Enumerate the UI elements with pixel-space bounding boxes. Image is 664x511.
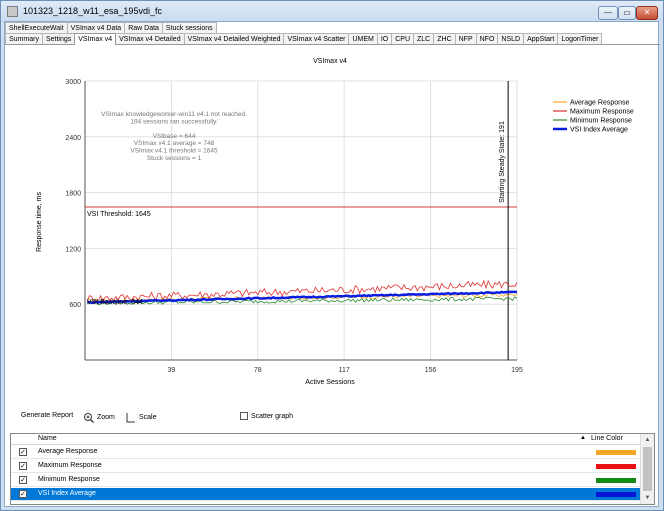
column-line-color[interactable]: Line Color xyxy=(591,435,623,442)
y-tick-label: 600 xyxy=(69,302,81,309)
scroll-thumb[interactable] xyxy=(643,447,652,491)
scroll-down-icon[interactable]: ▼ xyxy=(644,495,651,501)
y-tick-label: 2400 xyxy=(65,135,81,142)
y-tick-label: 3000 xyxy=(65,79,81,86)
series-row-minimum-response[interactable]: ✓ Minimum Response xyxy=(11,474,640,487)
tab-stuck-sessions[interactable]: Stuck sessions xyxy=(161,22,217,33)
legend-item: Minimum Response xyxy=(570,118,632,125)
x-tick-label: 156 xyxy=(425,367,437,374)
summary-text: Stuck sessions = 1 xyxy=(147,155,202,162)
scatter-graph-checkbox[interactable] xyxy=(240,412,248,420)
series-line-minimum-response xyxy=(86,296,518,306)
series-visible-checkbox[interactable]: ✓ xyxy=(19,490,27,498)
scatter-graph-label: Scatter graph xyxy=(251,412,294,420)
legend-item: Average Response xyxy=(570,100,630,107)
series-visible-checkbox[interactable]: ✓ xyxy=(19,462,27,470)
generate-report-button[interactable]: Generate Report xyxy=(21,412,73,419)
line-color-swatch[interactable] xyxy=(596,464,636,469)
x-tick-label: 39 xyxy=(168,367,176,374)
line-color-swatch[interactable] xyxy=(596,492,636,497)
x-tick-label: 195 xyxy=(511,367,523,374)
summary-text: 194 sessions ran successfully. xyxy=(130,118,218,125)
title-bar: 101323_1218_w11_esa_195vdi_fc — ▭ ✕ xyxy=(1,1,663,22)
series-line-vsi-index-average xyxy=(87,290,518,304)
y-tick-label: 1200 xyxy=(65,246,81,253)
scale-label: Scale xyxy=(139,414,157,421)
series-name: VSI Index Average xyxy=(38,490,96,497)
close-button[interactable]: ✕ xyxy=(636,6,658,20)
x-tick-label: 78 xyxy=(254,367,262,374)
chart-title: VSImax v4 xyxy=(313,58,347,65)
zoom-icon xyxy=(84,413,94,423)
app-icon xyxy=(7,6,18,17)
vsimax-chart: VSImax v4 600 1200 1800 2400 3000 39 78 117 156 19… xyxy=(36,58,634,386)
tab-divider xyxy=(5,44,660,45)
series-visible-checkbox[interactable]: ✓ xyxy=(19,448,27,456)
series-grid: Name ▲ Line Color ✓ Average Response ✓ Maxi… xyxy=(10,433,655,505)
y-axis-label: Response time, ms xyxy=(36,192,43,252)
y-tick-label: 1800 xyxy=(65,191,81,198)
grid-header: Name ▲ Line Color xyxy=(11,434,640,445)
sort-icon: ▲ xyxy=(580,435,586,441)
generate-report-label: Generate Report xyxy=(21,412,74,419)
main-panel: ShellExecuteWait VSImax v4 Data Raw Data St… xyxy=(4,21,660,507)
x-axis-label: Active Sessions xyxy=(305,379,355,386)
series-name: Maximum Response xyxy=(38,462,102,469)
tab-row-top: ShellExecuteWait VSImax v4 Data Raw Data St… xyxy=(5,22,217,33)
zoom-button[interactable]: Zoom xyxy=(83,412,115,423)
summary-text: VSImax v4.1 average = 748 xyxy=(134,140,215,147)
line-color-swatch[interactable] xyxy=(596,478,636,483)
tab-vsimax-v4[interactable]: VSImax v4 xyxy=(74,33,117,45)
series-row-maximum-response[interactable]: ✓ Maximum Response xyxy=(11,460,640,473)
series-line-maximum-response xyxy=(86,279,518,303)
steady-state-label: Starting Steady State: 191 xyxy=(499,121,506,203)
series-name: Minimum Response xyxy=(38,476,100,483)
series-name: Average Response xyxy=(38,448,98,455)
threshold-label: VSI Threshold: 1645 xyxy=(87,211,151,218)
baseline-label: VSI Baseline: 644 xyxy=(87,299,143,306)
summary-text: VSImax knowledgeworker-win11 v4.1 not re… xyxy=(101,111,247,118)
x-tick-label: 117 xyxy=(339,367,350,374)
line-color-swatch[interactable] xyxy=(596,450,636,455)
tab-logontimer[interactable]: LogonTimer xyxy=(557,33,603,44)
series-visible-checkbox[interactable]: ✓ xyxy=(19,476,27,484)
summary-text: VSIbase = 644 xyxy=(153,133,196,140)
scale-icon xyxy=(126,413,135,423)
scale-button[interactable]: Scale xyxy=(125,412,157,423)
chart-toolbar: Generate Report Zoom Scale Scatter graph xyxy=(5,412,660,432)
minimize-button[interactable]: — xyxy=(598,6,618,20)
tab-row-main: Summary Settings VSImax v4 VSImax v4 Detail… xyxy=(5,33,603,45)
zoom-label: Zoom xyxy=(97,414,115,421)
legend-item: VSI Index Average xyxy=(570,127,628,134)
scroll-up-icon[interactable]: ▲ xyxy=(644,437,651,443)
legend-item: Maximum Response xyxy=(570,109,634,116)
grid-scrollbar[interactable]: ▲ ▼ xyxy=(640,434,654,504)
window-title: 101323_1218_w11_esa_195vdi_fc xyxy=(23,6,162,16)
series-row-vsi-index-average[interactable]: ✓ VSI Index Average xyxy=(11,488,640,501)
summary-text: VSImax v4.1 threshold = 1645 xyxy=(130,148,218,155)
scatter-graph-toggle[interactable]: Scatter graph xyxy=(240,412,293,420)
maximize-button[interactable]: ▭ xyxy=(618,6,636,20)
series-row-average-response[interactable]: ✓ Average Response xyxy=(11,446,640,459)
column-name[interactable]: Name xyxy=(38,435,57,442)
